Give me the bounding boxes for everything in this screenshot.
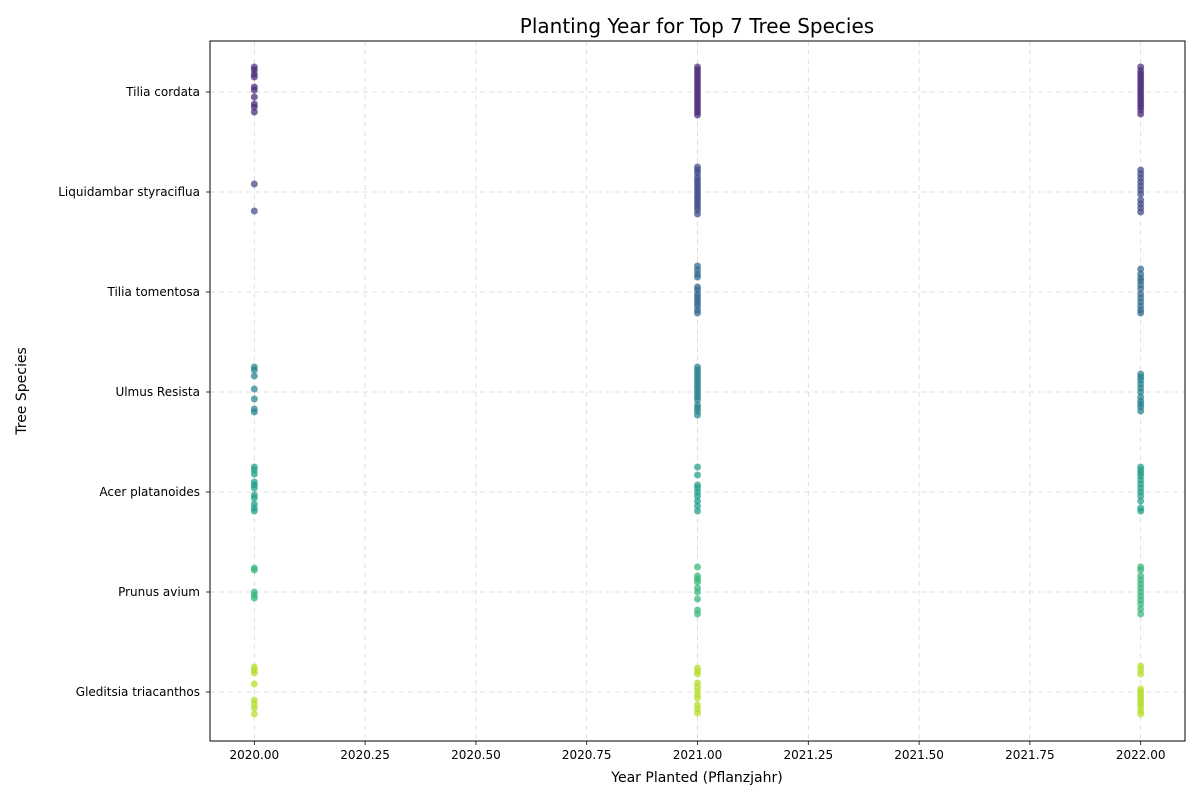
data-point xyxy=(250,494,258,502)
y-tick-label: Tilia cordata xyxy=(125,85,200,99)
data-point xyxy=(1137,309,1145,317)
axis-ticks: 2020.00 2020.25 2020.50 2020.75 2021.00 2021.… xyxy=(58,85,1165,762)
data-point xyxy=(1137,497,1145,505)
chart-title: Planting Year for Top 7 Tree Species xyxy=(520,14,874,38)
data-point xyxy=(694,492,701,500)
data-point xyxy=(1137,507,1145,515)
data-point xyxy=(694,463,701,471)
data-point xyxy=(694,309,701,317)
data-point xyxy=(694,578,701,586)
data-point xyxy=(1137,610,1145,618)
data-point xyxy=(250,93,258,101)
data-point xyxy=(694,396,701,404)
data-point xyxy=(694,210,701,218)
x-tick-label: 2021.50 xyxy=(894,748,944,762)
data-point xyxy=(694,709,701,717)
data-point xyxy=(250,710,258,718)
data-point xyxy=(250,704,258,712)
data-points xyxy=(250,63,1145,718)
data-point xyxy=(694,694,701,702)
data-point xyxy=(250,366,258,374)
x-tick-label: 2020.00 xyxy=(230,748,280,762)
data-point xyxy=(694,411,701,419)
data-point xyxy=(694,588,701,596)
data-point xyxy=(250,73,258,81)
data-point xyxy=(694,111,701,119)
data-point xyxy=(1137,566,1145,574)
data-point xyxy=(250,207,258,215)
data-point xyxy=(1137,407,1145,415)
y-tick-label: Tilia tomentosa xyxy=(106,285,200,299)
data-point xyxy=(250,594,258,602)
data-point xyxy=(250,372,258,380)
data-point xyxy=(694,471,701,479)
data-point xyxy=(1137,190,1145,198)
data-point xyxy=(694,273,701,281)
data-point xyxy=(250,103,258,111)
data-point xyxy=(250,507,258,515)
data-point xyxy=(250,484,258,492)
data-point xyxy=(694,497,701,505)
x-tick-label: 2021.00 xyxy=(673,748,723,762)
data-point xyxy=(1137,605,1145,613)
data-point xyxy=(694,502,701,510)
data-point xyxy=(1137,110,1145,118)
plot-frame xyxy=(209,40,1186,742)
data-point xyxy=(250,395,258,403)
data-point xyxy=(1137,492,1145,500)
data-point xyxy=(1137,265,1145,273)
data-point xyxy=(250,108,258,116)
x-tick-label: 2021.25 xyxy=(783,748,833,762)
data-point xyxy=(694,610,701,618)
y-tick-label: Liquidambar styraciflua xyxy=(58,185,200,199)
data-point xyxy=(1137,710,1145,718)
y-tick-label: Gleditsia triacanthos xyxy=(76,685,200,699)
y-axis-label: Tree Species xyxy=(14,347,30,436)
data-point xyxy=(1137,208,1145,216)
data-point xyxy=(694,595,701,603)
data-point xyxy=(694,507,701,515)
data-point xyxy=(694,670,701,678)
x-tick-label: 2021.75 xyxy=(1005,748,1055,762)
data-point xyxy=(250,408,258,416)
data-point xyxy=(1137,285,1145,293)
data-point xyxy=(250,669,258,677)
data-point xyxy=(1137,388,1145,396)
data-point xyxy=(1137,670,1145,678)
data-point xyxy=(250,566,258,574)
data-point xyxy=(250,385,258,393)
data-point xyxy=(250,86,258,94)
x-tick-label: 2020.50 xyxy=(451,748,501,762)
data-point xyxy=(250,180,258,188)
y-tick-label: Prunus avium xyxy=(118,585,200,599)
data-point xyxy=(250,470,258,478)
x-tick-label: 2020.25 xyxy=(340,748,390,762)
y-tick-label: Ulmus Resista xyxy=(115,385,200,399)
data-point xyxy=(1137,600,1145,608)
data-point xyxy=(250,680,258,688)
x-tick-label: 2020.75 xyxy=(562,748,612,762)
data-point xyxy=(694,563,701,571)
x-axis-label: Year Planted (Pflanzjahr) xyxy=(610,770,782,786)
y-tick-label: Acer platanoides xyxy=(99,485,200,499)
x-tick-label: 2022.00 xyxy=(1116,748,1166,762)
